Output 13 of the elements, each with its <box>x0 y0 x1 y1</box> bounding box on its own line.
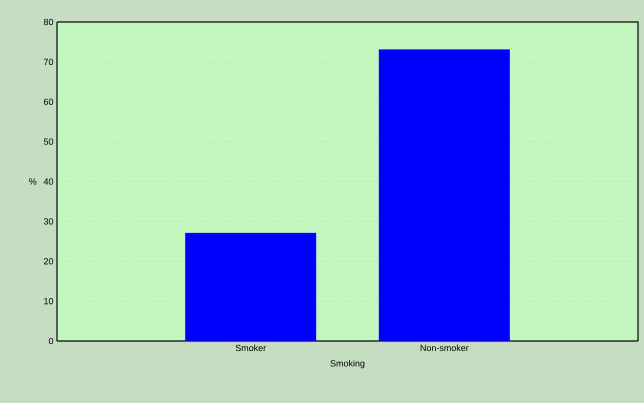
x-tick-label: Smoker <box>236 344 266 352</box>
x-tick-label: Non-smoker <box>420 344 469 352</box>
y-tick-label: 0 <box>48 338 54 344</box>
y-tick-label: 10 <box>44 298 54 304</box>
y-tick-label: 80 <box>44 18 54 26</box>
y-axis-title: % <box>29 178 36 185</box>
y-tick-label: 40 <box>44 178 54 185</box>
y-tick-label: 20 <box>44 258 54 264</box>
y-tick-label: 30 <box>44 218 54 225</box>
y-tick-label: 60 <box>44 98 54 105</box>
x-axis-title: Smoking <box>330 360 364 368</box>
y-tick-label: 70 <box>44 58 54 66</box>
y-tick-label: 50 <box>44 138 54 145</box>
